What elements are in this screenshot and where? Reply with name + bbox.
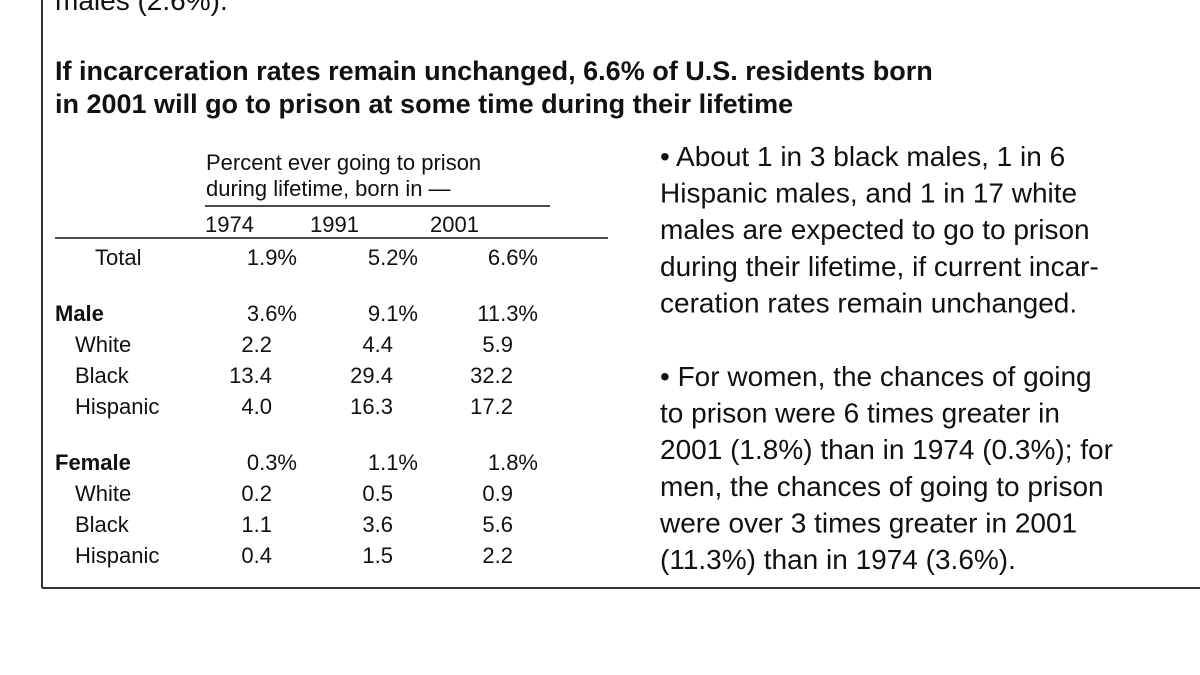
cell: 1.8% [488,450,538,475]
row-label: Hispanic [75,543,159,568]
row-label: Black [75,512,130,537]
cell: 0.9 [482,481,513,506]
cell: 2.2 [482,543,513,568]
column-header: 1974 [205,212,254,237]
bullet-line: to prison were 6 times greater in [660,398,1060,429]
row-label: Total [95,245,141,270]
cell: 11.3% [477,301,538,326]
title-line: If incarceration rates remain unchanged,… [55,56,933,86]
cell: 5.6 [482,512,513,537]
row-label: White [75,481,131,506]
cell: 6.6% [488,245,538,270]
cell: 4.4 [362,332,393,357]
cell: 9.1% [368,301,418,326]
cell: 16.3 [350,394,393,419]
cell: 2.2 [241,332,272,357]
cell: 5.9 [482,332,513,357]
cell: 3.6 [362,512,393,537]
fragment: males (2.6%). [55,0,228,16]
bullet-line: Hispanic males, and 1 in 17 white [660,178,1077,209]
cell: 1.1 [241,512,272,537]
bullet-line: 2001 (1.8%) than in 1974 (0.3%); for [660,434,1113,465]
bullet-line: were over 3 times greater in 2001 [659,507,1077,538]
cell: 3.6% [247,301,297,326]
cell: 1.9% [247,245,297,270]
column-header: 2001 [430,212,479,237]
cell: 0.2 [241,481,272,506]
row-label: Black [75,363,130,388]
bullet-line: ceration rates remain unchanged. [660,287,1077,318]
row-label: Male [55,301,104,326]
row-label: White [75,332,131,357]
cell: 0.3% [247,450,297,475]
table-caption: Percent ever going to prison [206,150,481,175]
cell: 1.5 [362,543,393,568]
cell: 1.1% [368,450,418,475]
bullet-line: • For women, the chances of going [660,361,1092,392]
cell: 13.4 [229,363,272,388]
row-label: Female [55,450,131,475]
bullet-line: men, the chances of going to prison [660,471,1104,502]
bullet-line: males are expected to go to prison [660,214,1090,245]
cell: 32.2 [470,363,513,388]
bullet-line: • About 1 in 3 black males, 1 in 6 [660,141,1065,172]
cell: 4.0 [241,394,272,419]
title-line: in 2001 will go to prison at some time d… [55,89,793,119]
row-label: Hispanic [75,394,159,419]
bullet-line: (11.3%) than in 1974 (3.6%). [660,544,1016,575]
cell: 17.2 [470,394,513,419]
table-caption: during lifetime, born in — [206,176,451,201]
cell: 29.4 [350,363,393,388]
cell: 0.5 [362,481,393,506]
cell: 5.2% [368,245,418,270]
bullet-line: during their lifetime, if current incar- [660,251,1099,282]
cell: 0.4 [241,543,272,568]
column-header: 1991 [310,212,359,237]
